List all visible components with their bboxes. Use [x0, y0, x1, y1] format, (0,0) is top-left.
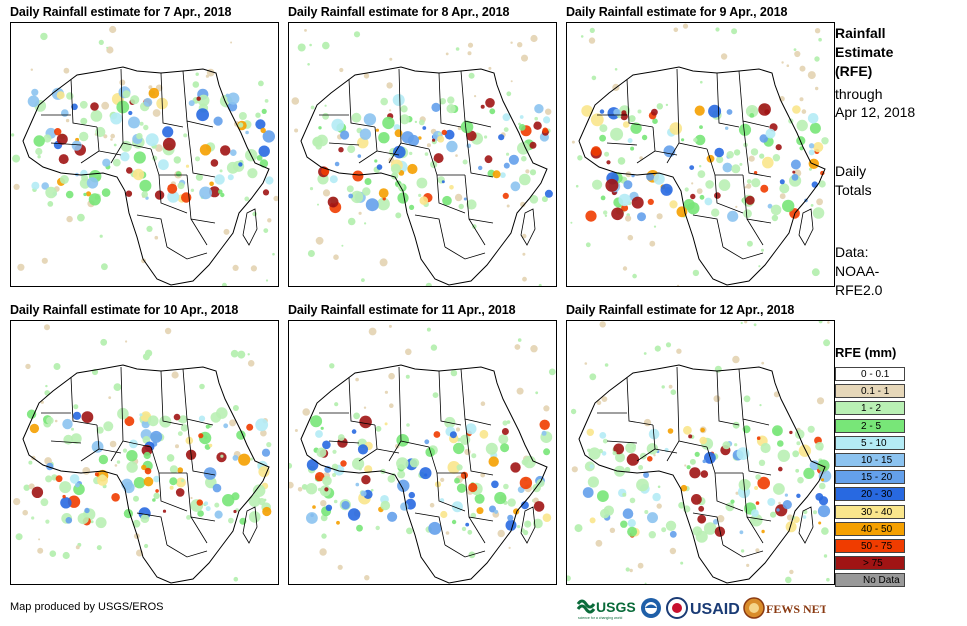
legend-label: 15 - 20	[861, 472, 893, 484]
legend-swatch: 10 - 15	[835, 453, 905, 467]
map-panel-9-apr: Daily Rainfall estimate for 9 Apr., 2018	[566, 5, 837, 287]
side-date: Apr 12, 2018	[835, 104, 916, 120]
legend-label: 0 - 0.1	[861, 369, 890, 380]
legend-label: 10 - 15	[861, 455, 893, 466]
legend-swatch: 20 - 30	[835, 487, 905, 502]
credit-text: Map produced by USGS/EROS	[10, 601, 164, 613]
usaid-logo: USAID	[690, 601, 740, 618]
africa-map	[291, 29, 553, 286]
map-frame	[288, 320, 557, 585]
legend-item: No Data	[835, 573, 905, 589]
legend-swatch: 1 - 2	[835, 401, 905, 416]
side-data-label: Data:	[835, 244, 869, 260]
side-title-line2: Estimate	[835, 44, 894, 60]
legend-label: No Data	[863, 575, 900, 587]
svg-text:FEWS NET: FEWS NET	[766, 602, 826, 616]
legend-label: 50 - 75	[861, 541, 893, 552]
map-panel-8-apr: Daily Rainfall estimate for 8 Apr., 2018	[288, 5, 559, 287]
legend-label: > 75	[863, 558, 883, 570]
svg-text:USGS: USGS	[596, 599, 636, 615]
map-panel-12-apr: Daily Rainfall estimate for 12 Apr., 201…	[566, 303, 837, 585]
map-panel-10-apr: Daily Rainfall estimate for 10 Apr., 201…	[10, 303, 281, 585]
map-frame	[566, 320, 835, 585]
map-frame	[10, 22, 279, 287]
side-data-source2: RFE2.0	[835, 282, 883, 298]
africa-map	[11, 25, 278, 286]
legend-item: 30 - 40	[835, 504, 905, 521]
legend-label: 2 - 5	[861, 420, 882, 432]
legend-item: 10 - 15	[835, 453, 905, 469]
africa-map	[289, 324, 556, 584]
side-through: through	[835, 86, 883, 102]
legend-item: 40 - 50	[835, 521, 905, 538]
panel-title: Daily Rainfall estimate for 11 Apr., 201…	[288, 303, 516, 317]
legend-swatch: > 75	[835, 556, 905, 571]
legend-swatch: 40 - 50	[835, 521, 905, 536]
legend-swatch: 30 - 40	[835, 504, 905, 519]
legend-label: 0.1 - 1	[861, 386, 890, 398]
legend-item: 2 - 5	[835, 418, 905, 435]
map-frame	[566, 22, 835, 287]
usgs-logo: USGS science for a changing world	[576, 599, 636, 620]
legend-item: 0 - 0.1	[835, 367, 905, 383]
legend-item: 15 - 20	[835, 470, 905, 486]
svg-text:USAID: USAID	[690, 601, 740, 618]
map-frame	[288, 22, 557, 287]
legend-swatch: 2 - 5	[835, 418, 905, 433]
legend-item: > 75	[835, 556, 905, 572]
map-panel-7-apr: Daily Rainfall estimate for 7 Apr., 2018	[10, 5, 281, 287]
usaid-seal-logo	[666, 597, 688, 619]
legend-swatch: 0.1 - 1	[835, 384, 905, 399]
africa-map	[13, 324, 272, 584]
legend-label: 40 - 50	[861, 523, 893, 535]
legend-label: 5 - 10	[861, 437, 887, 449]
panel-title: Daily Rainfall estimate for 7 Apr., 2018	[10, 5, 232, 19]
map-frame	[10, 320, 279, 585]
noaa-logo	[641, 598, 661, 618]
panel-title: Daily Rainfall estimate for 9 Apr., 2018	[566, 5, 788, 19]
side-daily: Daily	[835, 163, 867, 179]
legend-label: 30 - 40	[861, 506, 893, 518]
side-title-line3: (RFE)	[835, 63, 873, 79]
panel-title: Daily Rainfall estimate for 8 Apr., 2018	[288, 5, 510, 19]
agency-logos: USGS science for a changing world USAID …	[576, 597, 826, 620]
side-data-source1: NOAA-	[835, 263, 880, 279]
panel-title: Daily Rainfall estimate for 10 Apr., 201…	[10, 303, 239, 317]
legend-item: 1 - 2	[835, 401, 905, 417]
legend-item: 20 - 30	[835, 487, 905, 503]
fewsnet-logo: FEWS NET	[743, 597, 826, 619]
legend-title: RFE (mm)	[835, 345, 897, 360]
map-panel-11-apr: Daily Rainfall estimate for 11 Apr., 201…	[288, 303, 559, 585]
side-title-line1: Rainfall	[835, 25, 886, 41]
legend-swatch: 15 - 20	[835, 470, 905, 485]
africa-map	[570, 23, 829, 286]
legend-swatch: 5 - 10	[835, 435, 905, 450]
side-totals: Totals	[835, 182, 872, 198]
legend-swatch: No Data	[835, 573, 905, 588]
legend-item: 50 - 75	[835, 539, 905, 555]
legend-item: 5 - 10	[835, 435, 905, 452]
africa-map	[567, 321, 832, 584]
legend-label: 20 - 30	[861, 489, 893, 501]
legend-swatch: 50 - 75	[835, 539, 905, 553]
svg-text:science for a changing world: science for a changing world	[578, 616, 622, 620]
legend-item: 0.1 - 1	[835, 384, 905, 400]
panel-title: Daily Rainfall estimate for 12 Apr., 201…	[566, 303, 795, 317]
legend-swatch: 0 - 0.1	[835, 367, 905, 381]
legend-label: 1 - 2	[861, 403, 882, 415]
